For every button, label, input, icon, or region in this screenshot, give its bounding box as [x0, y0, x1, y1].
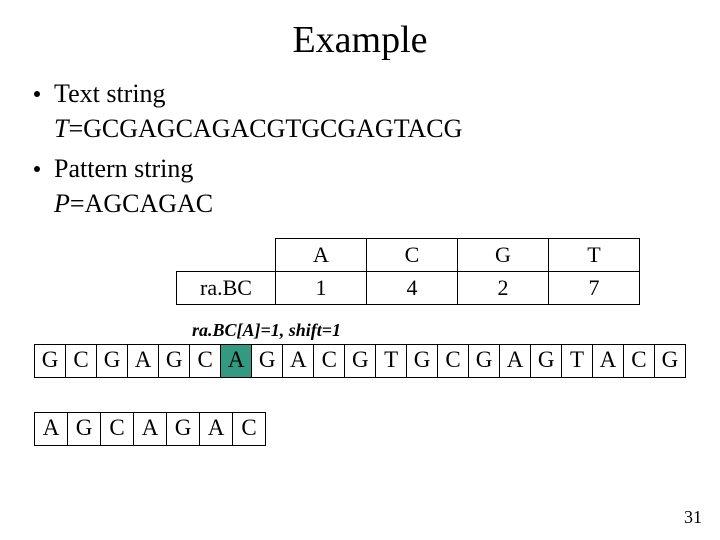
- seq-cell: A: [128, 344, 159, 377]
- seq-cell: G: [35, 344, 66, 377]
- seq-cell: A: [592, 344, 623, 377]
- bullet-2: Pattern string: [34, 153, 686, 186]
- seq-cell: C: [438, 344, 469, 377]
- bullet-2-sub: P=AGCAGAC: [34, 188, 686, 221]
- seq-cell: G: [252, 344, 283, 377]
- table-row: A C G T: [177, 239, 640, 272]
- rabc-empty-cell: [177, 239, 276, 272]
- table-row: ra.BC 1 4 2 7: [177, 272, 640, 305]
- bullet-dot-icon: [34, 166, 40, 172]
- pattern-sequence-wrap: AGCAGAC: [34, 412, 686, 446]
- seq-cell: A: [500, 344, 531, 377]
- seq-cell: A: [200, 412, 233, 445]
- table-row: GCGAGCAGACGTGCGAGTACG: [35, 344, 686, 377]
- seq-cell: G: [96, 344, 127, 377]
- seq-cell: G: [167, 412, 200, 445]
- seq-cell: A: [283, 344, 314, 377]
- seq-cell: C: [190, 344, 221, 377]
- pattern-string-value: =AGCAGAC: [70, 189, 213, 218]
- shift-annotation: ra.BC[A]=1, shift=1: [192, 319, 686, 342]
- seq-cell: C: [66, 344, 97, 377]
- seq-cell: C: [101, 412, 134, 445]
- seq-cell: A: [221, 344, 252, 377]
- seq-cell: G: [159, 344, 190, 377]
- bullet-2-text: Pattern string: [54, 153, 193, 186]
- seq-cell: T: [562, 344, 593, 377]
- rabc-header-T: T: [549, 239, 640, 272]
- rabc-header-G: G: [458, 239, 549, 272]
- slide-body: Text string T=GCGAGCAGACGTGCGAGTACG Patt…: [0, 72, 720, 446]
- rabc-val-A: 1: [276, 272, 367, 305]
- bullet-dot-icon: [34, 91, 40, 97]
- pattern-sequence: AGCAGAC: [34, 412, 266, 446]
- rabc-header-A: A: [276, 239, 367, 272]
- seq-cell: C: [233, 412, 266, 445]
- seq-cell: T: [376, 344, 407, 377]
- slide-title: Example: [0, 0, 720, 72]
- rabc-header-C: C: [367, 239, 458, 272]
- seq-cell: G: [654, 344, 685, 377]
- rabc-val-G: 2: [458, 272, 549, 305]
- rabc-val-T: 7: [549, 272, 640, 305]
- pattern-string-var: P: [54, 189, 70, 218]
- page-number: 31: [684, 507, 702, 528]
- text-sequence: GCGAGCAGACGTGCGAGTACG: [34, 344, 686, 378]
- slide: Example Text string T=GCGAGCAGACGTGCGAGT…: [0, 0, 720, 540]
- seq-cell: G: [68, 412, 101, 445]
- rabc-val-C: 4: [367, 272, 458, 305]
- seq-cell: A: [35, 412, 68, 445]
- seq-cell: A: [134, 412, 167, 445]
- rabc-row-label: ra.BC: [177, 272, 276, 305]
- seq-cell: C: [314, 344, 345, 377]
- seq-cell: G: [531, 344, 562, 377]
- text-string-var: T: [54, 114, 68, 143]
- bullet-1-sub: T=GCGAGCAGACGTGCGAGTACG: [34, 113, 686, 146]
- text-string-value: =GCGAGCAGACGTGCGAGTACG: [68, 114, 462, 143]
- table-row: AGCAGAC: [35, 412, 266, 445]
- seq-cell: G: [468, 344, 499, 377]
- rabc-table: A C G T ra.BC 1 4 2 7: [176, 238, 640, 305]
- seq-cell: C: [623, 344, 654, 377]
- seq-cell: G: [407, 344, 438, 377]
- bullet-1: Text string: [34, 78, 686, 111]
- seq-cell: G: [345, 344, 376, 377]
- bullet-1-text: Text string: [54, 78, 166, 111]
